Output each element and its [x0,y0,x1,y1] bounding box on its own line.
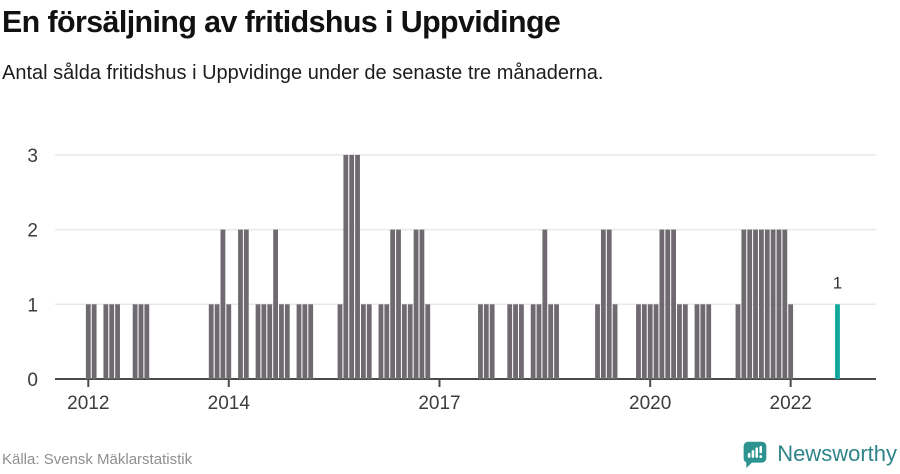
bar [419,229,425,379]
bar [542,229,548,379]
bar [220,229,226,379]
bar [606,229,612,379]
bar [759,229,764,379]
bar [519,304,524,379]
x-axis-tick-label: 2022 [770,393,812,414]
bar [390,229,396,379]
y-axis-label: 3 [27,146,38,167]
bar [600,229,606,379]
bar [507,304,513,379]
bar [677,304,682,379]
bar [694,304,700,379]
bar [788,304,794,379]
bar [337,304,343,379]
bar [513,304,518,379]
bar [273,229,278,379]
bar [343,154,349,379]
y-axis-label: 2 [27,221,38,242]
highlight-bar [835,304,840,379]
x-axis-tick-label: 2014 [208,393,251,414]
bar [132,304,138,379]
chart-title: En försäljning av fritidshus i Uppviding… [2,4,561,39]
newsworthy-speech-bubble-bar-chart-icon [743,441,767,469]
bar [483,304,489,379]
bar [85,304,91,379]
bar [478,304,483,379]
brand-logo: Newsworthy [740,439,897,469]
bar [641,304,647,379]
bar [536,304,542,379]
bar [548,304,554,379]
bar [302,304,308,379]
bar [407,304,413,379]
bar [355,154,360,379]
bar [91,304,97,379]
bar [378,304,384,379]
bar [554,304,559,379]
bar [396,229,401,379]
bar [665,229,671,379]
chart-subtitle: Antal sålda fritidshus i Uppvidinge unde… [2,62,604,84]
x-axis-tick-label: 2020 [629,393,671,414]
bar [349,154,355,379]
bar [612,304,618,379]
bar [401,304,407,379]
bar [243,229,249,379]
bar [208,304,214,379]
bar [109,304,115,379]
bar [595,304,600,379]
bar [279,304,284,379]
bar [653,304,659,379]
bar [700,304,706,379]
bar [425,304,431,379]
bar [115,304,120,379]
bar [706,304,712,379]
bar [682,304,688,379]
bar [489,304,495,379]
bar [764,229,770,379]
x-axis-tick-label: 2012 [67,393,109,414]
bar [770,229,776,379]
bar [384,304,390,379]
bar [226,304,232,379]
bar-value-label: 1 [833,273,842,292]
brand-name: Newsworthy [777,441,897,466]
bar [659,229,665,379]
bar [782,229,788,379]
y-axis-label: 0 [27,370,38,391]
bar [636,304,641,379]
bar [144,304,150,379]
bar [360,304,366,379]
bar [530,304,536,379]
bar [647,304,653,379]
source-note: Källa: Svensk Mäklarstatistik [2,451,193,468]
bar [296,304,302,379]
bar [261,304,267,379]
bar [103,304,109,379]
bar [741,229,747,379]
y-axis-label: 1 [27,295,38,316]
bar [284,304,290,379]
bar [753,229,758,379]
bar [776,229,782,379]
bar [366,304,372,379]
bar [735,304,741,379]
bar [255,304,261,379]
bar [308,304,314,379]
bar [671,229,676,379]
x-axis-tick-label: 2017 [418,393,460,414]
bar [747,229,753,379]
bar [214,304,220,379]
bar [138,304,144,379]
bar [413,229,419,379]
bar [267,304,273,379]
bar [238,229,243,379]
